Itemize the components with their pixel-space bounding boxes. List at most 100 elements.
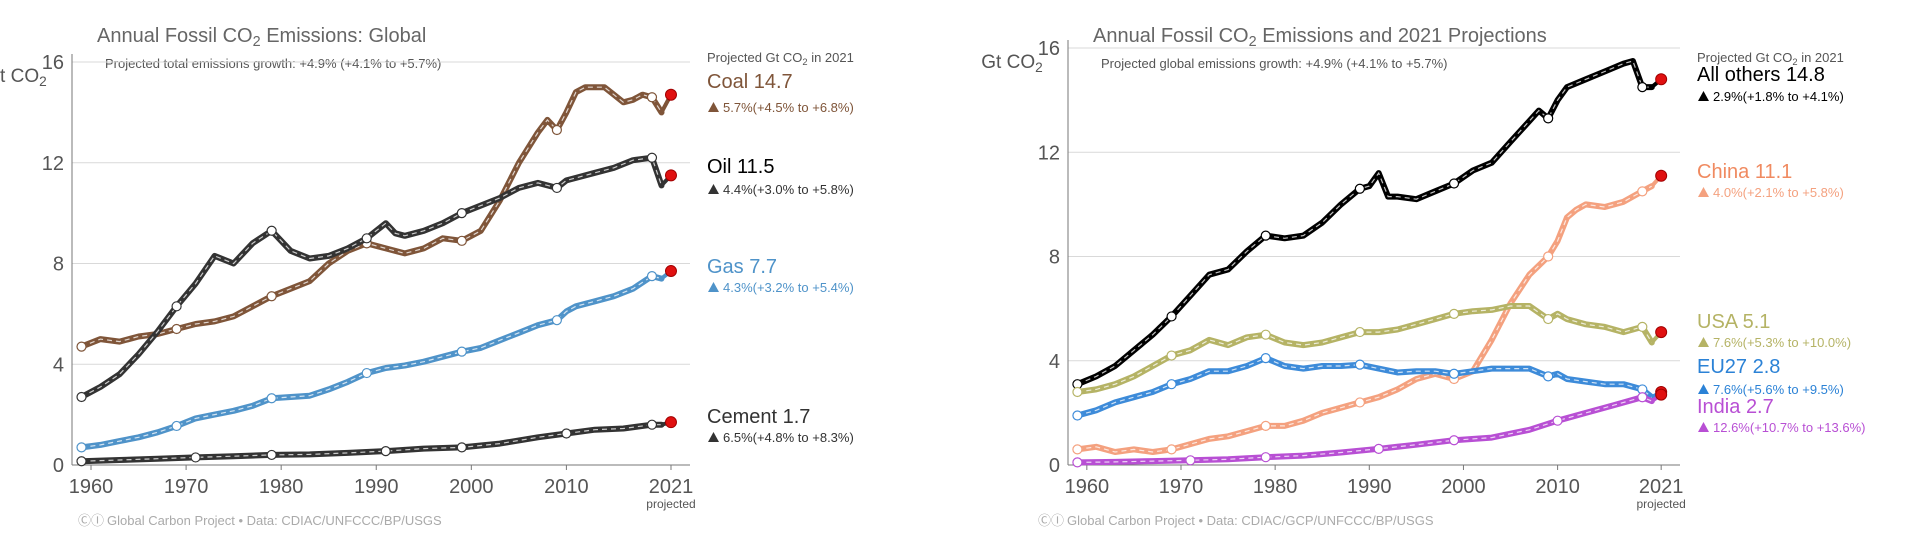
y-tick-label: 0 xyxy=(1049,455,1060,477)
x-tick-label: 2000 xyxy=(1441,476,1486,498)
series-line-dash xyxy=(81,86,663,348)
decade-marker xyxy=(266,449,277,461)
x-tick-label: 1980 xyxy=(259,476,304,498)
series-label: All others 14.8 xyxy=(1697,64,1825,86)
decade-marker xyxy=(1354,183,1365,194)
decade-marker xyxy=(1543,113,1554,124)
decade-marker xyxy=(171,323,182,335)
decade-marker xyxy=(361,367,372,379)
growth-text: 4.3%(+3.2% to +5.4%) xyxy=(723,280,854,295)
growth-text: 7.6%(+5.6% to +9.5%) xyxy=(1713,382,1844,397)
decade-marker xyxy=(551,315,562,326)
y-tick-label: 0 xyxy=(53,455,64,477)
decade-marker xyxy=(361,233,372,244)
x-tick-label: 1990 xyxy=(354,476,399,498)
decade-marker xyxy=(1448,178,1460,189)
series-line xyxy=(1074,183,1655,455)
series-name: USA xyxy=(1697,311,1739,333)
series-label: Gas 7.7 xyxy=(707,256,777,278)
decade-marker xyxy=(1354,326,1365,338)
growth-text: 4.4%(+3.0% to +5.8%) xyxy=(723,182,854,197)
projection-point xyxy=(664,416,677,429)
decade-marker xyxy=(456,346,467,357)
decade-marker xyxy=(646,152,658,163)
decade-marker xyxy=(380,446,391,457)
chart-subtitle: Projected global emissions growth: +4.9%… xyxy=(1101,56,1448,71)
growth-triangle-icon xyxy=(708,102,719,112)
decade-marker xyxy=(76,456,87,467)
decade-marker xyxy=(1637,392,1648,403)
footer-credit: Global Carbon Project • Data: CDIAC/UNFC… xyxy=(107,513,442,528)
growth-triangle-icon xyxy=(1698,384,1709,394)
growth-triangle-icon xyxy=(1698,422,1709,432)
decade-marker xyxy=(1448,368,1460,379)
chart-title: Annual Fossil CO2 Emissions: Global xyxy=(97,25,426,50)
decade-marker xyxy=(266,225,277,236)
series-value: 14.7 xyxy=(754,71,793,93)
decade-marker xyxy=(1543,371,1554,382)
decade-marker xyxy=(1166,379,1177,390)
decade-marker xyxy=(1260,452,1271,463)
y-axis-label: Gt CO2 xyxy=(981,52,1042,75)
decade-marker xyxy=(1448,435,1460,446)
series-name: India xyxy=(1697,396,1741,418)
growth-triangle-icon xyxy=(708,282,719,292)
decade-marker xyxy=(1260,353,1271,364)
decade-marker xyxy=(266,393,277,404)
projection-point xyxy=(1655,326,1668,339)
x-tick-label: 1990 xyxy=(1347,476,1392,498)
decade-marker xyxy=(1543,313,1554,325)
decade-marker xyxy=(551,182,562,194)
x-tick-label: 1980 xyxy=(1253,476,1298,498)
decade-marker xyxy=(76,442,87,453)
decade-marker xyxy=(266,291,277,302)
series-oil xyxy=(76,152,677,403)
footer-credit: Global Carbon Project • Data: CDIAC/GCP/… xyxy=(1067,513,1434,528)
series-line xyxy=(78,421,665,465)
series-value: 5.1 xyxy=(1743,311,1771,333)
projection-point xyxy=(1655,388,1668,401)
decade-marker xyxy=(1552,415,1563,426)
series-value: 7.7 xyxy=(749,256,777,278)
projection-point xyxy=(664,88,677,101)
decade-marker xyxy=(1637,321,1648,332)
projection-point xyxy=(1655,73,1668,86)
decade-marker xyxy=(456,235,467,246)
series-line-dash xyxy=(1077,396,1653,463)
decade-marker xyxy=(561,428,572,439)
y-tick-label: 12 xyxy=(1038,142,1060,164)
chart-svg: Annual Fossil CO2 Emissions and 2021 Pro… xyxy=(981,25,1865,528)
series-coal xyxy=(76,84,677,352)
y-tick-label: 16 xyxy=(42,52,64,74)
series-label: Coal 14.7 xyxy=(707,71,793,93)
series-value: 14.8 xyxy=(1786,64,1825,86)
growth-text: 7.6%(+5.3% to +10.0%) xyxy=(1713,335,1851,350)
series-usa xyxy=(1072,303,1668,398)
series-line xyxy=(1074,355,1655,419)
decade-marker xyxy=(190,452,201,463)
growth-triangle-icon xyxy=(1698,187,1709,197)
decade-marker xyxy=(1260,230,1271,241)
series-name: All others xyxy=(1697,64,1780,86)
y-tick-label: 8 xyxy=(53,254,64,276)
x-tick-label: 2010 xyxy=(1535,476,1580,498)
series-value: 11.1 xyxy=(1755,161,1792,183)
series-line-dash xyxy=(1077,60,1652,385)
projection-point xyxy=(664,265,677,278)
decade-marker xyxy=(1072,457,1083,468)
decade-marker xyxy=(171,301,182,312)
x-tick-label: 2021 xyxy=(649,476,694,498)
series-label: India 2.7 xyxy=(1697,396,1774,418)
decade-marker xyxy=(1072,386,1083,398)
series-label: USA 5.1 xyxy=(1697,311,1770,333)
series-name: China xyxy=(1697,161,1750,183)
x-tick-label: 2000 xyxy=(449,476,494,498)
series-label: Cement 1.7 xyxy=(707,406,810,428)
decade-marker xyxy=(456,208,467,219)
legend-header: Projected Gt CO2 in 2021 xyxy=(707,50,854,67)
series-china xyxy=(1072,169,1668,455)
cc-logo: ⒸⒾ xyxy=(78,513,104,528)
x-tick-label: 1970 xyxy=(1159,476,1204,498)
series-name: Gas xyxy=(707,256,744,278)
series-label: EU27 2.8 xyxy=(1697,356,1780,378)
